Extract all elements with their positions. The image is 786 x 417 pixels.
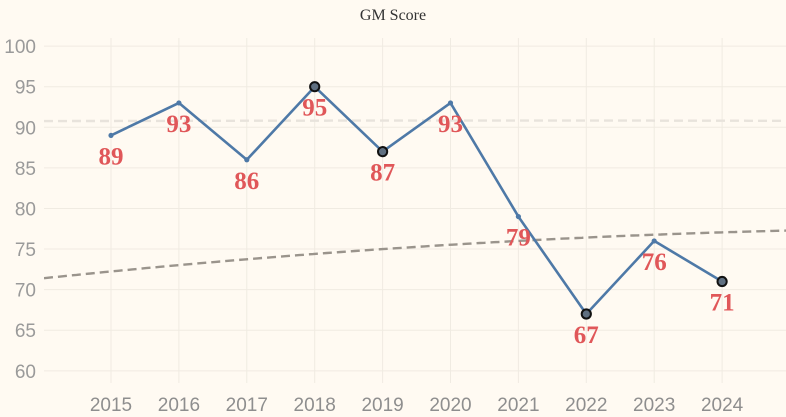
x-tick-label: 2019 — [361, 395, 403, 416]
data-point-highlighted — [580, 308, 592, 320]
x-tick-label: 2021 — [497, 395, 539, 416]
trendline-light — [44, 119, 786, 123]
data-label: 71 — [710, 290, 735, 317]
x-tick-label: 2022 — [565, 395, 607, 416]
x-tick-label: 2018 — [294, 395, 336, 416]
data-label: 93 — [438, 111, 463, 138]
x-tick-label: 2017 — [226, 395, 268, 416]
data-label: 79 — [506, 225, 531, 252]
data-point — [651, 238, 657, 244]
data-label: 89 — [99, 143, 124, 170]
y-tick-label: 60 — [15, 362, 36, 383]
data-point — [515, 213, 522, 220]
series — [108, 81, 728, 320]
data-label: 93 — [166, 111, 191, 138]
x-tick-label: 2024 — [701, 395, 744, 416]
data-label: 86 — [234, 168, 259, 195]
y-axis: 60 65 70 75 80 85 90 95 100 — [4, 37, 36, 383]
data-label: 67 — [574, 322, 599, 349]
data-label: 87 — [370, 160, 395, 187]
data-label: 95 — [302, 95, 327, 122]
data-point-highlighted — [377, 146, 389, 158]
x-tick-label: 2015 — [90, 395, 132, 416]
data-point — [108, 132, 114, 139]
trendline-dark — [44, 229, 786, 280]
y-tick-label: 75 — [15, 240, 36, 261]
y-tick-label: 85 — [15, 159, 36, 180]
x-tick-label: 2023 — [633, 395, 675, 416]
data-labels: 89 93 86 95 87 93 79 67 76 71 — [99, 95, 735, 349]
trendlines — [44, 119, 786, 280]
data-point-highlighted — [309, 81, 321, 93]
y-tick-label: 90 — [15, 118, 36, 139]
chart-title: GM Score — [360, 7, 426, 24]
y-tick-label: 100 — [4, 37, 36, 58]
y-tick-label: 65 — [15, 321, 36, 342]
x-axis: 2015 2016 2017 2018 2019 2020 2021 2022 2023 2024 — [90, 395, 744, 416]
series-line — [110, 85, 723, 316]
y-tick-label: 70 — [15, 281, 36, 302]
data-label: 76 — [642, 249, 667, 276]
data-point — [176, 100, 182, 106]
x-tick-label: 2016 — [158, 395, 200, 416]
y-tick-label: 95 — [15, 78, 36, 99]
grid — [44, 38, 786, 383]
data-point — [244, 157, 250, 163]
data-point — [447, 100, 454, 106]
x-tick-label: 2020 — [429, 395, 471, 416]
y-tick-label: 80 — [15, 199, 36, 220]
data-point-highlighted — [716, 275, 728, 288]
